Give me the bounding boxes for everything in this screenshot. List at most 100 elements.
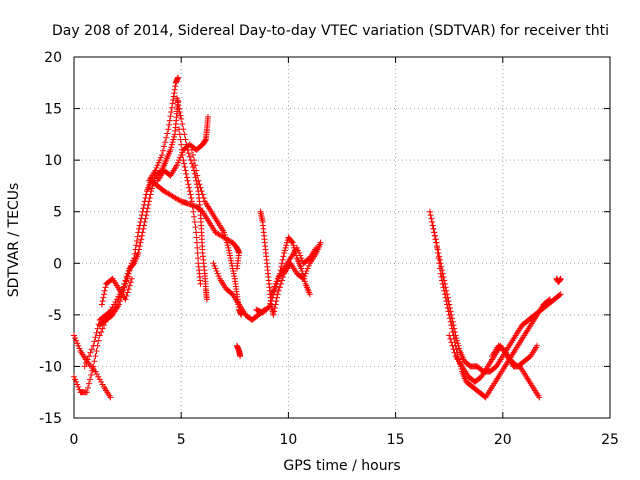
series-track-e bbox=[96, 260, 135, 329]
data-point bbox=[96, 332, 103, 339]
data-point bbox=[557, 275, 564, 282]
data-point bbox=[193, 229, 200, 236]
data-point bbox=[269, 294, 276, 301]
data-point bbox=[281, 247, 288, 254]
data-point bbox=[228, 260, 235, 267]
data-point bbox=[274, 291, 281, 298]
data-point bbox=[194, 255, 201, 262]
data-point bbox=[210, 260, 217, 267]
data-point bbox=[305, 262, 312, 269]
data-point bbox=[451, 349, 458, 356]
data-point bbox=[73, 378, 80, 385]
series-track-s bbox=[489, 342, 541, 370]
data-point bbox=[137, 219, 144, 226]
data-point bbox=[213, 268, 220, 275]
data-point bbox=[83, 389, 90, 396]
data-point bbox=[75, 384, 82, 391]
data-point bbox=[431, 229, 438, 236]
data-point bbox=[199, 191, 206, 198]
data-point bbox=[136, 222, 143, 229]
data-point bbox=[151, 175, 158, 182]
data-point bbox=[442, 294, 449, 301]
data-point bbox=[152, 167, 159, 174]
data-point bbox=[88, 346, 95, 353]
data-point bbox=[224, 242, 231, 249]
data-point bbox=[205, 113, 211, 120]
data-point bbox=[293, 244, 300, 251]
data-point bbox=[84, 384, 91, 391]
data-point bbox=[87, 376, 94, 383]
data-point bbox=[446, 332, 453, 339]
data-point bbox=[427, 212, 434, 219]
data-point bbox=[272, 301, 279, 308]
data-point bbox=[138, 212, 145, 219]
data-point bbox=[90, 363, 97, 370]
data-point bbox=[183, 141, 190, 148]
data-point bbox=[177, 112, 184, 119]
data-point bbox=[179, 121, 186, 128]
data-point bbox=[96, 376, 103, 383]
data-point bbox=[211, 262, 218, 269]
data-point bbox=[197, 280, 204, 287]
chart-title: Day 208 of 2014, Sidereal Day-to-day VTE… bbox=[52, 23, 609, 39]
data-point bbox=[187, 191, 194, 198]
data-point bbox=[92, 353, 99, 360]
data-point bbox=[441, 287, 448, 294]
data-point bbox=[122, 296, 129, 303]
data-point bbox=[121, 284, 128, 291]
data-point bbox=[228, 257, 235, 264]
data-point bbox=[193, 239, 200, 246]
y-tick-label: -10 bbox=[39, 359, 62, 375]
x-tick-label: 25 bbox=[601, 432, 619, 448]
data-point bbox=[430, 225, 437, 232]
data-point bbox=[435, 255, 442, 262]
data-point bbox=[134, 233, 141, 240]
data-point bbox=[177, 136, 184, 143]
data-point bbox=[279, 256, 286, 263]
data-point bbox=[93, 329, 100, 336]
data-point bbox=[436, 260, 443, 267]
data-point bbox=[304, 265, 311, 272]
data-point bbox=[174, 74, 181, 81]
data-point bbox=[176, 131, 183, 138]
data-point bbox=[183, 170, 190, 177]
data-point bbox=[129, 257, 136, 264]
data-point bbox=[443, 298, 450, 305]
series-track-h bbox=[173, 95, 210, 303]
series-track-t bbox=[553, 275, 564, 285]
data-point bbox=[301, 275, 308, 282]
data-point bbox=[198, 188, 205, 195]
data-point bbox=[138, 232, 145, 239]
data-point bbox=[171, 133, 178, 140]
data-point bbox=[289, 239, 296, 246]
y-tick-label: 0 bbox=[53, 256, 62, 272]
data-point bbox=[237, 353, 244, 360]
y-tick-label: 15 bbox=[44, 102, 62, 118]
data-point bbox=[301, 278, 308, 285]
data-point bbox=[122, 280, 129, 287]
data-point bbox=[178, 146, 185, 153]
data-point bbox=[178, 141, 185, 148]
data-point bbox=[298, 265, 305, 272]
data-point bbox=[141, 198, 148, 205]
data-point bbox=[290, 242, 297, 249]
data-point bbox=[131, 255, 138, 262]
data-point bbox=[195, 177, 202, 184]
data-point bbox=[135, 229, 142, 236]
data-point bbox=[102, 284, 109, 291]
data-point bbox=[434, 244, 441, 251]
data-point bbox=[429, 222, 436, 229]
data-point bbox=[128, 275, 135, 282]
data-point bbox=[154, 162, 161, 169]
data-point bbox=[169, 139, 176, 146]
data-point bbox=[116, 301, 123, 308]
data-point bbox=[174, 159, 181, 166]
series-track-o bbox=[268, 244, 320, 298]
data-point bbox=[89, 367, 96, 374]
y-tick-label: 10 bbox=[44, 153, 62, 169]
data-point bbox=[127, 263, 134, 270]
data-point bbox=[447, 318, 454, 325]
data-point bbox=[148, 185, 155, 192]
